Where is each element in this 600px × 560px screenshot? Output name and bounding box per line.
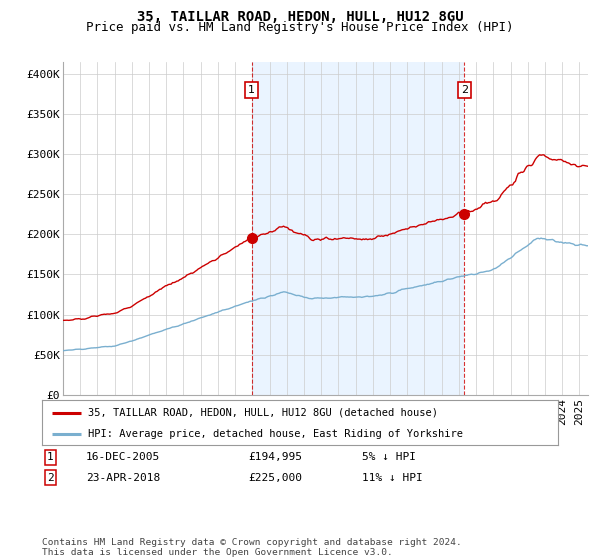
Text: 2: 2 bbox=[47, 473, 54, 483]
Text: Contains HM Land Registry data © Crown copyright and database right 2024.
This d: Contains HM Land Registry data © Crown c… bbox=[42, 538, 462, 557]
Text: Price paid vs. HM Land Registry's House Price Index (HPI): Price paid vs. HM Land Registry's House … bbox=[86, 21, 514, 34]
Text: 5% ↓ HPI: 5% ↓ HPI bbox=[362, 452, 416, 462]
Text: 23-APR-2018: 23-APR-2018 bbox=[86, 473, 160, 483]
Bar bbox=[251, 62, 464, 395]
Text: 1: 1 bbox=[47, 452, 54, 462]
Text: 35, TAILLAR ROAD, HEDON, HULL, HU12 8GU (detached house): 35, TAILLAR ROAD, HEDON, HULL, HU12 8GU … bbox=[88, 408, 439, 418]
Text: 35, TAILLAR ROAD, HEDON, HULL, HU12 8GU: 35, TAILLAR ROAD, HEDON, HULL, HU12 8GU bbox=[137, 10, 463, 24]
Text: HPI: Average price, detached house, East Riding of Yorkshire: HPI: Average price, detached house, East… bbox=[88, 429, 463, 439]
Text: £225,000: £225,000 bbox=[248, 473, 302, 483]
Text: 11% ↓ HPI: 11% ↓ HPI bbox=[362, 473, 422, 483]
Text: 1: 1 bbox=[248, 85, 255, 95]
Text: £194,995: £194,995 bbox=[248, 452, 302, 462]
Text: 16-DEC-2005: 16-DEC-2005 bbox=[86, 452, 160, 462]
Text: 2: 2 bbox=[461, 85, 468, 95]
